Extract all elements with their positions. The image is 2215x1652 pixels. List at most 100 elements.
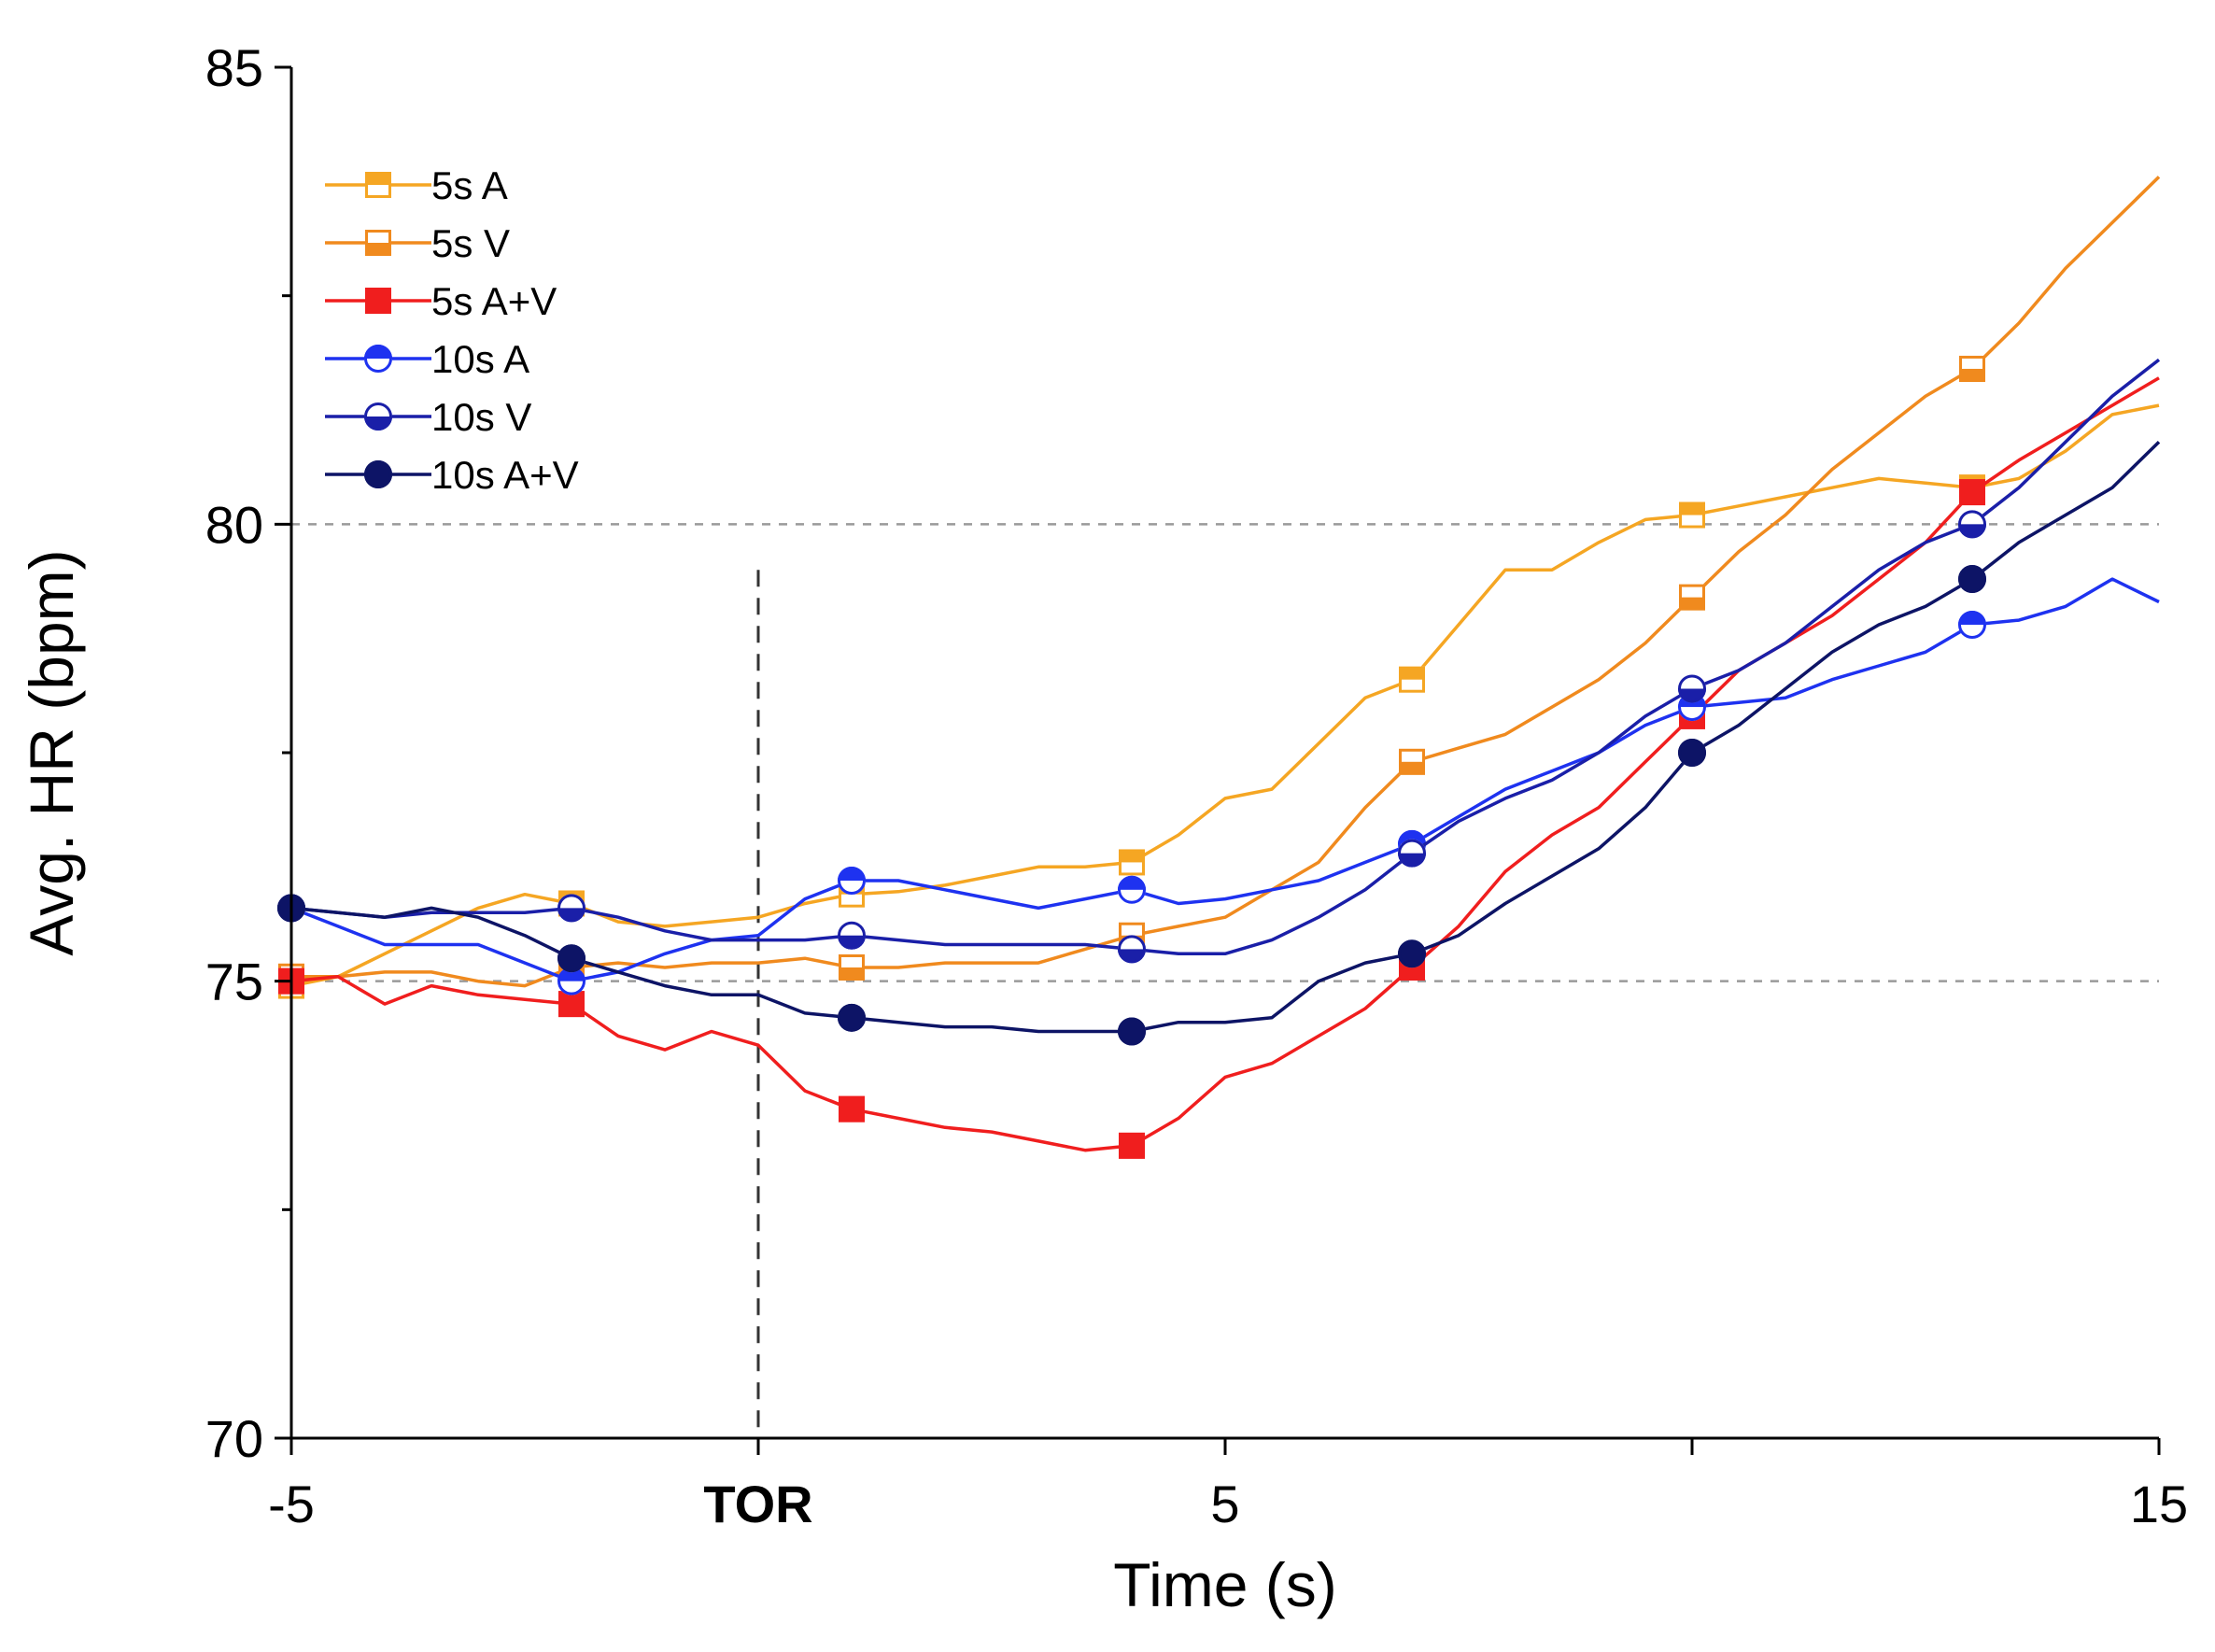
legend-label: 5s A+V	[431, 279, 557, 323]
legend-item: 10s A	[325, 337, 529, 381]
series-group	[277, 577, 2160, 995]
series-marker	[1958, 565, 1986, 594]
x-axis-title: Time (s)	[1113, 1550, 1337, 1619]
series-marker	[1119, 849, 1145, 876]
marker-outline	[1399, 748, 1425, 775]
marker-outline	[839, 953, 865, 981]
marker-fill	[839, 1095, 865, 1123]
x-tick-label: TOR	[703, 1475, 812, 1533]
series-group	[278, 176, 2161, 990]
series-marker	[1118, 935, 1146, 964]
y-tick-label: 70	[205, 1409, 263, 1468]
series-line	[291, 176, 2161, 988]
series-group	[277, 441, 2161, 1046]
marker-fill	[839, 967, 865, 981]
marker-outline	[1398, 939, 1426, 968]
series-marker	[1399, 748, 1425, 775]
series-marker	[839, 953, 865, 981]
series-marker	[364, 460, 392, 488]
tick-marks	[275, 65, 2161, 1455]
series-marker	[1959, 355, 1985, 382]
series-line	[290, 376, 2160, 1152]
series-marker	[1678, 674, 1706, 703]
series-marker	[364, 402, 392, 431]
legend-item: 10s A+V	[325, 453, 579, 497]
y-tick-label: 80	[205, 495, 263, 554]
marker-outline	[1959, 355, 1985, 382]
marker-fill	[365, 172, 391, 185]
legend-item: 5s A	[325, 163, 508, 207]
marker-outline	[557, 894, 585, 923]
series-marker	[1118, 875, 1146, 904]
reference-lines	[291, 523, 2159, 1438]
marker-outline	[838, 867, 866, 896]
series-layer	[277, 176, 2161, 1159]
marker-fill	[1679, 501, 1705, 515]
marker-fill	[1959, 368, 1985, 382]
marker-outline	[1399, 666, 1425, 693]
marker-outline	[1959, 479, 1985, 506]
series-marker	[1398, 939, 1426, 968]
series-marker	[1119, 1132, 1145, 1159]
marker-fill	[365, 243, 391, 256]
legend-item: 5s V	[325, 221, 510, 265]
marker-outline	[1678, 674, 1706, 703]
axes	[289, 67, 2159, 1440]
marker-outline	[1118, 935, 1146, 964]
marker-outline	[364, 460, 392, 488]
marker-fill	[1119, 1132, 1145, 1159]
x-tick-label: 5	[1210, 1475, 1239, 1533]
marker-outline	[557, 944, 585, 973]
series-marker	[557, 944, 585, 973]
marker-outline	[365, 172, 391, 198]
series-marker	[1118, 1017, 1146, 1046]
marker-outline	[839, 1095, 865, 1123]
x-tick-label: 15	[2130, 1475, 2188, 1533]
series-line	[290, 441, 2161, 1034]
series-marker	[1678, 739, 1706, 767]
legend-item: 5s A+V	[325, 279, 557, 323]
marker-outline	[365, 288, 391, 314]
marker-outline	[1958, 565, 1986, 594]
marker-outline	[1118, 1017, 1146, 1046]
series-group	[277, 358, 2161, 964]
series-marker	[365, 288, 391, 314]
series-marker	[557, 894, 585, 923]
marker-fill	[1399, 761, 1425, 775]
tick-labels: 70 75 80 85 -5 TOR 5 15	[205, 38, 2188, 1533]
series-line	[290, 577, 2160, 983]
legend-label: 5s V	[431, 221, 510, 265]
marker-outline	[1119, 849, 1145, 876]
series-marker	[365, 172, 391, 198]
y-axis-title: Avg. HR (bpm)	[17, 549, 86, 955]
marker-outline	[1679, 584, 1705, 611]
series-marker	[1679, 584, 1705, 611]
y-tick-label: 85	[205, 38, 263, 97]
marker-outline	[838, 1003, 866, 1032]
legend: 5s A 5s V 5s A+V 10s A 10s V 10s A+V	[325, 163, 579, 497]
legend-item: 10s V	[325, 395, 531, 439]
y-tick-label: 75	[205, 953, 263, 1011]
marker-outline	[1119, 1132, 1145, 1159]
series-marker	[365, 230, 391, 256]
series-marker	[1398, 839, 1426, 868]
series-marker	[1399, 666, 1425, 693]
marker-fill	[1679, 597, 1705, 611]
marker-outline	[1118, 875, 1146, 904]
marker-fill	[558, 991, 585, 1018]
x-tick-label: -5	[268, 1475, 315, 1533]
marker-outline	[364, 402, 392, 431]
marker-outline	[838, 921, 866, 950]
marker-outline	[365, 230, 391, 256]
marker-fill	[1959, 479, 1985, 506]
marker-fill	[365, 288, 391, 314]
series-line	[290, 358, 2161, 956]
series-marker	[838, 1003, 866, 1032]
marker-fill	[1399, 666, 1425, 680]
series-marker	[364, 345, 392, 373]
series-marker	[1959, 479, 1985, 506]
marker-outline	[364, 345, 392, 373]
marker-outline	[1398, 839, 1426, 868]
